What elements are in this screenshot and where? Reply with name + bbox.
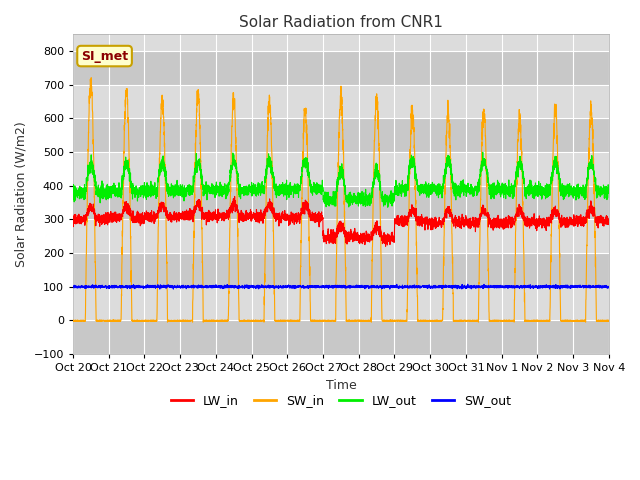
Line: SW_in: SW_in (73, 78, 609, 322)
SW_out (166, 284, 173, 289)
LW_out (431, 188, 439, 194)
SW_out (605, 284, 612, 290)
LW_out (461, 185, 468, 191)
LW_in (604, 222, 612, 228)
SW_out (321, 284, 329, 290)
SW_out (604, 284, 612, 289)
LW_in (165, 216, 173, 221)
LW_out (321, 192, 328, 197)
SW_out (461, 285, 468, 290)
LW_out (69, 185, 77, 191)
Bar (73, 253, 609, 287)
Bar (73, 186, 609, 219)
SW_in (605, 318, 612, 324)
Bar (73, 118, 609, 152)
Line: LW_out: LW_out (73, 152, 609, 207)
LW_in (492, 216, 499, 222)
LW_in (605, 217, 612, 223)
Line: SW_out: SW_out (73, 284, 609, 289)
SW_out (431, 285, 439, 291)
Bar (73, 321, 609, 354)
Title: Solar Radiation from CNR1: Solar Radiation from CNR1 (239, 15, 443, 30)
SW_out (69, 283, 77, 289)
Line: LW_in: LW_in (73, 196, 609, 246)
Y-axis label: Solar Radiation (W/m2): Solar Radiation (W/m2) (15, 121, 28, 267)
SW_in (604, 318, 612, 324)
LW_in (231, 193, 239, 199)
SW_in (461, 318, 469, 324)
Text: SI_met: SI_met (81, 49, 128, 62)
Bar (73, 287, 609, 321)
SW_in (431, 317, 439, 323)
SW_in (87, 75, 95, 81)
SW_out (492, 283, 499, 289)
SW_in (492, 317, 499, 323)
LW_in (69, 213, 77, 218)
LW_out (165, 189, 173, 194)
LW_out (605, 191, 612, 196)
LW_in (321, 233, 329, 239)
X-axis label: Time: Time (326, 379, 356, 392)
Bar (73, 152, 609, 186)
LW_out (479, 149, 486, 155)
SW_in (166, 318, 173, 324)
Bar (73, 219, 609, 253)
LW_in (431, 226, 439, 231)
LW_out (492, 187, 499, 192)
Legend: LW_in, SW_in, LW_out, SW_out: LW_in, SW_in, LW_out, SW_out (166, 389, 516, 412)
LW_in (461, 217, 469, 223)
SW_in (164, 319, 172, 325)
SW_in (69, 317, 77, 323)
LW_out (604, 187, 612, 192)
Bar (73, 51, 609, 84)
LW_out (384, 204, 392, 210)
LW_in (382, 243, 390, 249)
SW_in (321, 318, 329, 324)
SW_out (156, 286, 164, 292)
SW_out (464, 281, 472, 287)
Bar (73, 84, 609, 118)
